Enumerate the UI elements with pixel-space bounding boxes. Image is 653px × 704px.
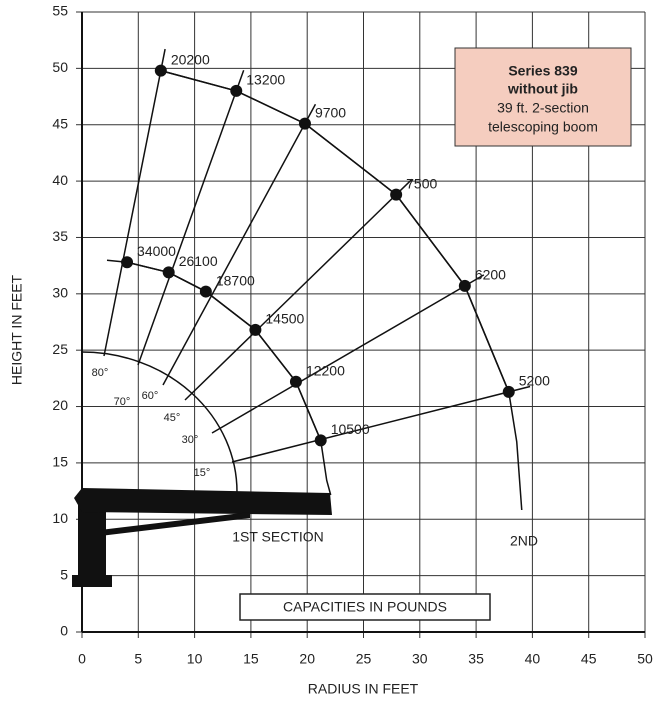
x-tick-label: 50 [637, 651, 653, 667]
crane-base [78, 505, 106, 580]
angle-label: 80° [92, 367, 109, 379]
capacity-point [121, 256, 134, 269]
x-tick-label: 5 [134, 651, 142, 667]
angle-label: 15° [194, 467, 211, 479]
capacity-point [230, 84, 243, 97]
angle-label: 60° [142, 390, 159, 402]
y-tick-label: 15 [52, 454, 68, 470]
angle-label: 70° [114, 396, 131, 408]
y-tick-label: 30 [52, 285, 68, 301]
y-tick-label: 0 [60, 623, 68, 639]
angle-label: 45° [164, 412, 181, 424]
boom-angle-line [162, 103, 317, 386]
capacity-point [314, 434, 327, 447]
capacity-point [249, 323, 262, 336]
chart-subtitle: without jib [507, 81, 578, 97]
boom-angle-line [137, 69, 245, 366]
y-tick-label: 35 [52, 228, 68, 244]
y-tick-label: 55 [52, 3, 68, 19]
chart-title: Series 839 [508, 63, 577, 79]
capacity-label: 34000 [137, 243, 176, 259]
x-tick-label: 30 [412, 651, 428, 667]
y-tick-label: 50 [52, 59, 68, 75]
x-tick-label: 35 [468, 651, 484, 667]
x-tick-label: 45 [581, 651, 597, 667]
capacity-label: 6200 [475, 267, 506, 283]
capacity-label: 10500 [331, 421, 370, 437]
boom-angle-line [103, 48, 166, 357]
capacity-label: 5200 [519, 373, 550, 389]
crane-foot [72, 575, 112, 587]
y-tick-label: 10 [52, 510, 68, 526]
x-tick-label: 40 [525, 651, 541, 667]
capacity-point [458, 279, 471, 292]
capacity-label: 13200 [246, 72, 285, 88]
x-tick-label: 0 [78, 651, 86, 667]
capacity-label: 20200 [171, 51, 210, 67]
title-box [454, 47, 632, 147]
x-axis-title: RADIUS IN FEET [308, 681, 419, 697]
capacity-label: 12200 [306, 362, 345, 378]
capacity-label: 18700 [216, 272, 255, 288]
capacity-label: 26100 [179, 253, 218, 269]
capacity-label: 14500 [265, 311, 304, 327]
series-line [126, 261, 322, 441]
boom-angle-line [231, 385, 531, 463]
capacity-point [502, 385, 515, 398]
capacity-point [199, 285, 212, 298]
capacity-point [289, 375, 302, 388]
y-tick-label: 25 [52, 341, 68, 357]
note: CAPACITIES IN POUNDS [283, 599, 447, 615]
x-tick-label: 25 [356, 651, 372, 667]
boom-angle-line [211, 274, 485, 434]
x-tick-label: 10 [187, 651, 203, 667]
capacity-point [298, 117, 311, 130]
y-tick-label: 20 [52, 397, 68, 413]
y-axis-title: HEIGHT IN FEET [9, 274, 25, 385]
capacity-point [162, 266, 175, 279]
angle-label: 30° [182, 434, 199, 446]
boom-angle-line [184, 178, 413, 401]
boom-cylinder [100, 512, 250, 536]
x-tick-label: 15 [243, 651, 259, 667]
boom [74, 488, 332, 515]
description: telescoping boom [488, 119, 598, 135]
capacity-label: 9700 [315, 104, 346, 120]
capacity-label: 7500 [406, 175, 437, 191]
capacity-point [154, 64, 167, 77]
section-label: 2ND [510, 533, 538, 549]
y-tick-label: 5 [60, 566, 68, 582]
series-line [160, 69, 510, 393]
crane-drawing [72, 488, 332, 587]
capacity-point [390, 188, 403, 201]
section-label: 1ST SECTION [232, 529, 324, 545]
note-box [239, 593, 491, 621]
y-tick-label: 45 [52, 115, 68, 131]
description: 39 ft. 2-section [497, 100, 589, 116]
y-tick-label: 40 [52, 172, 68, 188]
x-tick-label: 20 [299, 651, 315, 667]
